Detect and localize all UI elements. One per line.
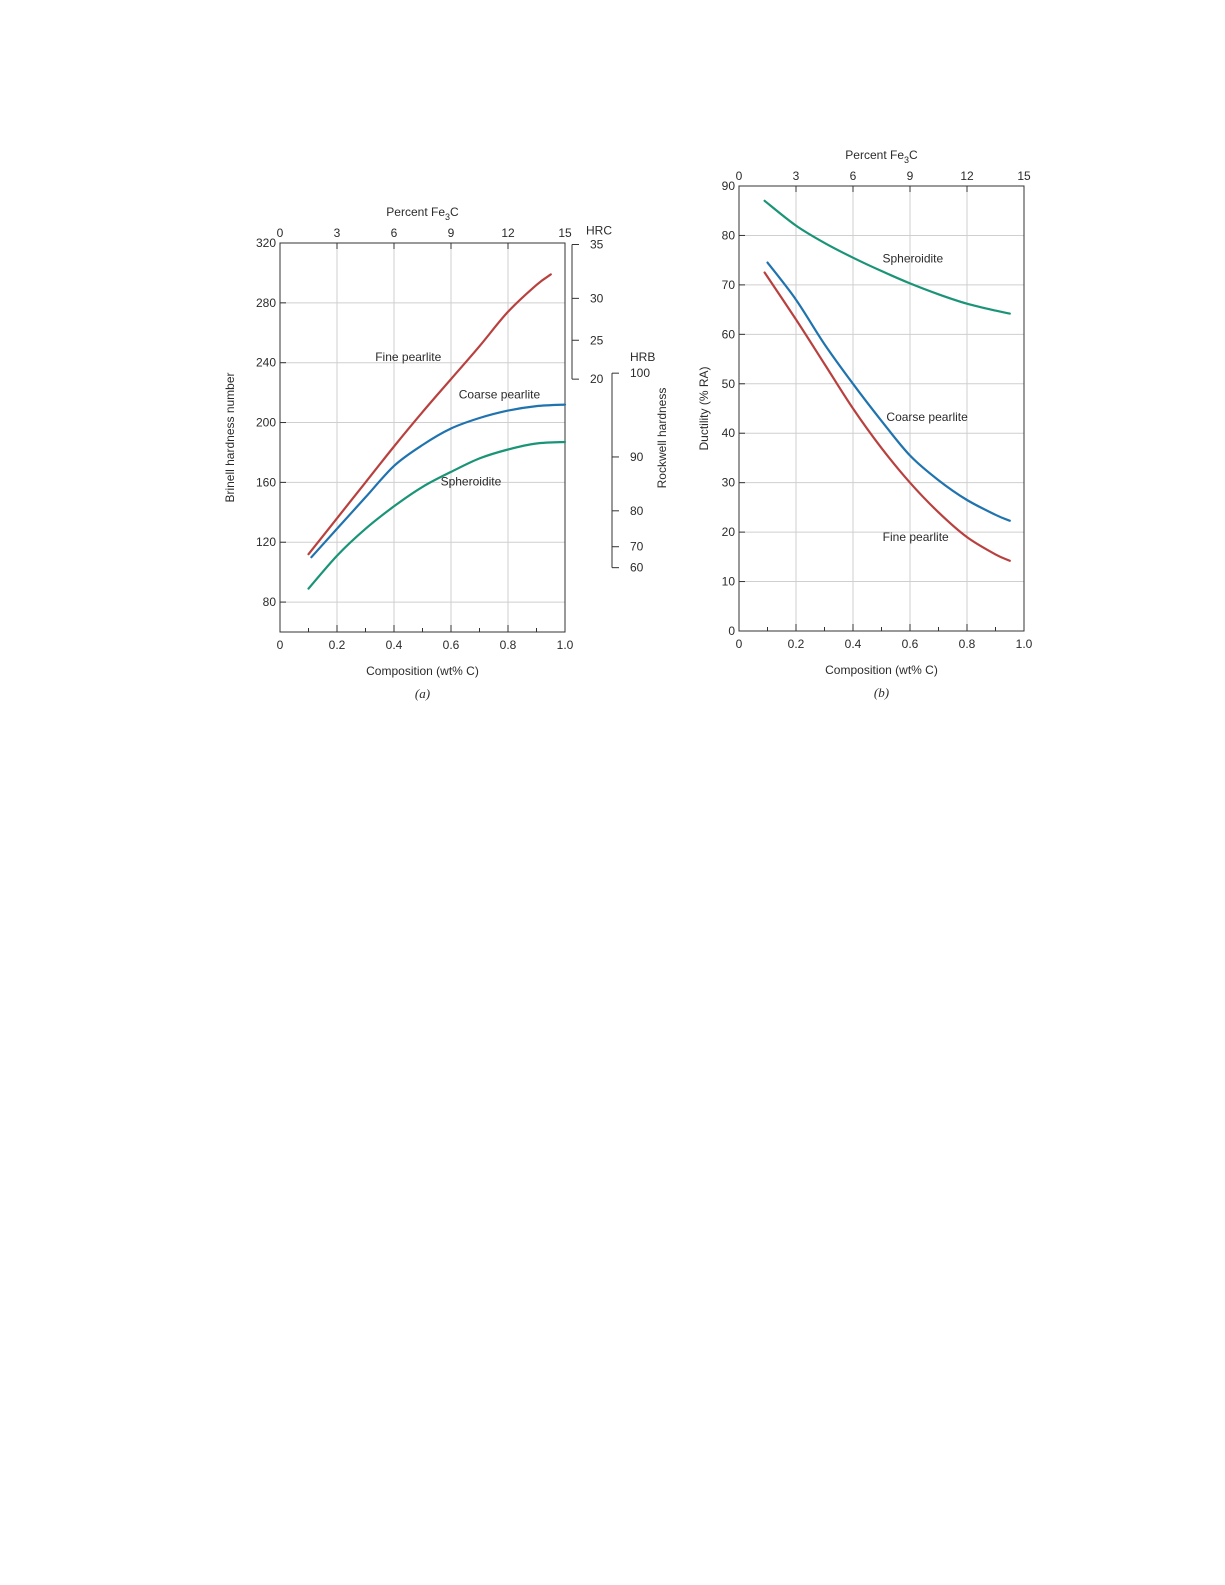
y-tick-label: 120 — [256, 535, 276, 549]
x-tick-label: 0 — [277, 638, 284, 652]
y-tick-label: 160 — [256, 475, 276, 489]
x-axis-title: Composition (wt% C) — [825, 663, 938, 677]
y-tick-label: 90 — [722, 179, 736, 193]
y-tick-label: 10 — [722, 575, 736, 589]
hrb-tick-label: 90 — [630, 450, 644, 464]
y-tick-label: 80 — [722, 228, 736, 242]
top-tick-label: 0 — [736, 169, 743, 183]
y-tick-label: 30 — [722, 476, 736, 490]
hrb-tick-label: 80 — [630, 504, 644, 518]
plot-frame — [279, 242, 566, 633]
panel-label: (b) — [874, 685, 889, 700]
series-line-fine-pearlite — [763, 271, 1011, 562]
x-tick-label: 0.6 — [902, 637, 919, 651]
y-tick-label: 200 — [256, 416, 276, 430]
series-line-fine-pearlite — [307, 273, 552, 556]
y-tick-label: 70 — [722, 278, 736, 292]
hrc-tick-label: 20 — [590, 372, 604, 386]
top-tick-label: 12 — [501, 226, 515, 240]
top-tick-label: 15 — [1017, 169, 1031, 183]
top-tick-label: 9 — [448, 226, 455, 240]
hrb-tick-label: 100 — [630, 366, 650, 380]
series-line-spheroidite — [307, 440, 567, 590]
hrb-axis-title: HRB — [630, 350, 655, 364]
series-label: Spheroidite — [882, 252, 943, 266]
hrc-tick-label: 25 — [590, 333, 604, 347]
top-tick-label: 12 — [960, 169, 974, 183]
top-axis-title: Percent Fe3C — [386, 205, 459, 222]
hrb-tick-label: 60 — [630, 561, 644, 575]
series-label: Coarse pearlite — [886, 410, 968, 424]
x-tick-label: 0.2 — [788, 637, 805, 651]
x-tick-label: 1.0 — [557, 638, 574, 652]
y-tick-label: 50 — [722, 377, 736, 391]
panel-label: (a) — [415, 686, 430, 701]
series-line-spheroidite — [763, 199, 1011, 315]
hrc-tick-label: 30 — [590, 291, 604, 305]
x-tick-label: 0.6 — [443, 638, 460, 652]
y-tick-label: 320 — [256, 236, 276, 250]
hrc-axis-title: HRC — [586, 223, 612, 237]
series-label: Fine pearlite — [883, 530, 949, 544]
x-tick-label: 0.2 — [329, 638, 346, 652]
y-tick-label: 40 — [722, 426, 736, 440]
y-tick-label: 0 — [728, 624, 735, 638]
series-line-coarse-pearlite — [310, 403, 567, 559]
y-axis-title: Ductility (% RA) — [697, 366, 711, 450]
series-label: Coarse pearlite — [459, 388, 541, 402]
y-tick-label: 80 — [263, 595, 277, 609]
rockwell-axis-title: Rockwell hardness — [655, 388, 669, 489]
hrc-tick-label: 35 — [590, 237, 604, 251]
top-tick-label: 6 — [391, 226, 398, 240]
y-axis-title: Brinell hardness number — [223, 372, 237, 502]
top-tick-label: 15 — [558, 226, 572, 240]
top-axis-title: Percent Fe3C — [845, 148, 918, 165]
top-tick-label: 9 — [907, 169, 914, 183]
x-tick-label: 0.8 — [500, 638, 517, 652]
x-tick-label: 0.4 — [386, 638, 403, 652]
x-tick-label: 1.0 — [1016, 637, 1033, 651]
x-tick-label: 0.8 — [959, 637, 976, 651]
top-tick-label: 3 — [334, 226, 341, 240]
top-tick-label: 6 — [850, 169, 857, 183]
top-tick-label: 3 — [793, 169, 800, 183]
series-label: Fine pearlite — [375, 350, 441, 364]
x-tick-label: 0 — [736, 637, 743, 651]
y-tick-label: 20 — [722, 525, 736, 539]
y-tick-label: 280 — [256, 296, 276, 310]
y-tick-label: 60 — [722, 327, 736, 341]
series-label: Spheroidite — [441, 474, 502, 488]
y-tick-label: 240 — [256, 356, 276, 370]
x-tick-label: 0.4 — [845, 637, 862, 651]
series-line-coarse-pearlite — [766, 261, 1011, 522]
top-tick-label: 0 — [277, 226, 284, 240]
x-axis-title: Composition (wt% C) — [366, 664, 479, 678]
hrb-tick-label: 70 — [630, 540, 644, 554]
